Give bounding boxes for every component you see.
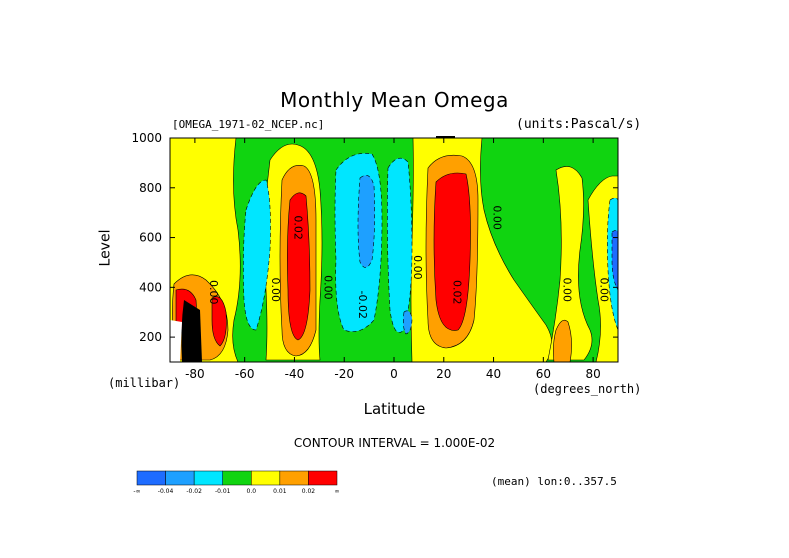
colorbar: -∞ -0.04 -0.02 -0.01 0.0 0.01 0.02 ∞ xyxy=(133,470,340,495)
contour-red-polar xyxy=(211,296,227,347)
colorbar-swatch xyxy=(308,470,338,486)
contour-blue-mid xyxy=(357,175,375,268)
contour-interval: CONTOUR INTERVAL = 1.000E-02 xyxy=(293,436,496,450)
contour-label: 0.00 xyxy=(560,278,573,303)
chart-title: Monthly Mean Omega xyxy=(280,88,509,112)
contour-label: 0.02 xyxy=(291,215,304,240)
colorbar-label: -0.02 xyxy=(186,488,202,495)
contour-orange-60n xyxy=(553,319,572,362)
x-tick-label: -40 xyxy=(285,367,305,381)
colorbar-label: 0.0 xyxy=(247,488,257,495)
colorbar-label: 0.01 xyxy=(273,488,287,495)
contour-label: 0.00 xyxy=(321,275,334,300)
x-tick-label: -60 xyxy=(235,367,255,381)
contour-red-south xyxy=(287,192,311,341)
axis-ticks: -80 -60 -40 -20 0 20 40 60 80 200 400 600 800 1000 xyxy=(131,131,618,381)
colorbar-swatch xyxy=(193,470,223,486)
dataset-label: [OMEGA_1971-02_NCEP.nc] xyxy=(172,118,325,131)
contour-field xyxy=(170,138,618,362)
x-tick-label: -80 xyxy=(185,367,205,381)
y-tick-label: 200 xyxy=(139,330,162,344)
colorbar-label: -0.01 xyxy=(215,488,231,495)
x-tick-label: 20 xyxy=(436,367,451,381)
contour-label: -0.02 xyxy=(356,291,369,319)
polar-black-region xyxy=(181,300,202,362)
colorbar-swatch xyxy=(165,470,195,486)
polar-white-gap xyxy=(170,320,182,362)
y-tick-label: 400 xyxy=(139,280,162,294)
contour-label: 0.00 xyxy=(491,205,504,230)
contour-cyan-eq xyxy=(387,157,413,333)
contour-label: 0.00 xyxy=(598,278,611,303)
colorbar-swatch xyxy=(251,470,281,486)
x-tick-label: 60 xyxy=(536,367,551,381)
x-tick-label: -20 xyxy=(334,367,354,381)
units-label: (units:Pascal/s) xyxy=(516,117,642,132)
y-axis-unit: (millibar) xyxy=(108,376,181,390)
x-tick-label: 40 xyxy=(486,367,501,381)
mean-note: (mean) lon:0..357.5 xyxy=(491,475,617,488)
x-tick-label: 0 xyxy=(390,367,398,381)
contour-red-north xyxy=(433,172,471,331)
colorbar-swatch xyxy=(222,470,252,486)
contour-label: 0.00 xyxy=(411,255,424,280)
x-axis-unit: (degrees_north) xyxy=(533,382,642,396)
contour-label: 0.00 xyxy=(207,280,220,305)
contour-labels: 0.00 0.00 0.02 0.00 -0.02 0.00 0.02 0.00 0.00 0.0… xyxy=(207,205,611,319)
contour-cyan-south xyxy=(243,179,271,331)
colorbar-label: ∞ xyxy=(335,488,340,495)
colorbar-swatch xyxy=(136,470,166,486)
y-tick-label: 800 xyxy=(139,181,162,195)
colorbar-label: -∞ xyxy=(133,488,140,495)
contour-yellow-far-north xyxy=(547,166,593,361)
colorbar-label: 0.02 xyxy=(302,488,316,495)
x-tick-label: 80 xyxy=(585,367,600,381)
colorbar-swatch xyxy=(279,470,309,486)
y-tick-label: 1000 xyxy=(131,131,162,145)
y-tick-label: 600 xyxy=(139,231,162,245)
contour-label: 0.02 xyxy=(451,280,464,305)
colorbar-label: -0.04 xyxy=(158,488,174,495)
contour-label: 0.00 xyxy=(269,278,282,303)
contour-blue-eq xyxy=(403,310,413,335)
contour-blue-east xyxy=(611,230,618,291)
x-axis-label: Latitude xyxy=(363,400,426,418)
